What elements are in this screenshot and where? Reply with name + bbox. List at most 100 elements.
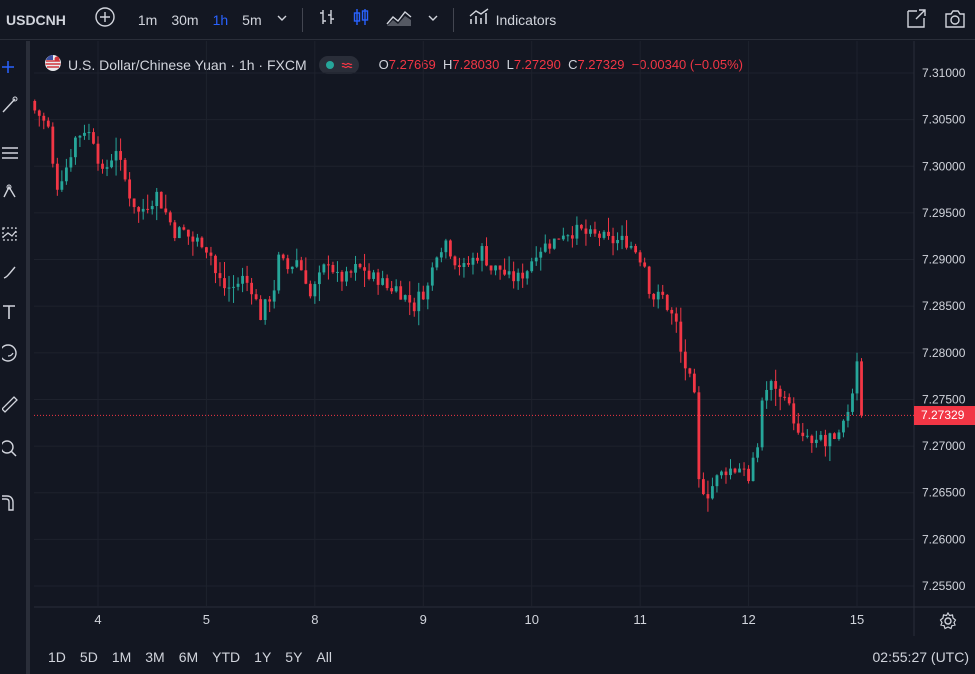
candle-body (399, 286, 403, 300)
candle-body (476, 257, 479, 261)
candle-body (299, 260, 303, 271)
range-3m[interactable]: 3M (145, 649, 165, 665)
y-tick-label: 7.30500 (922, 113, 966, 127)
candle-body (358, 264, 362, 268)
fib-retracement-icon[interactable] (2, 144, 20, 162)
candle-body (439, 252, 443, 258)
candle-body (363, 267, 366, 271)
candle-body (756, 447, 760, 458)
chevron-down-icon[interactable] (276, 11, 288, 29)
candles-icon[interactable] (351, 7, 371, 32)
y-tick-label: 7.26000 (922, 532, 966, 546)
candle-body (656, 291, 660, 300)
fullscreen-icon[interactable] (905, 8, 927, 35)
interval-1h[interactable]: 1h (212, 11, 229, 28)
prediction-icon[interactable] (2, 225, 20, 243)
trend-line-icon[interactable] (2, 96, 20, 114)
range-6m[interactable]: 6M (178, 649, 199, 665)
candle-body (512, 271, 516, 282)
range-1d[interactable]: 1D (48, 649, 66, 665)
candle-body (336, 271, 339, 273)
candle-body (507, 271, 511, 275)
chevron-down-icon[interactable] (427, 11, 439, 29)
candle-body (566, 235, 570, 237)
range-1y[interactable]: 1Y (254, 649, 272, 665)
area-chart-icon[interactable] (385, 7, 413, 32)
pattern-icon[interactable] (2, 183, 20, 201)
emoji-icon[interactable] (2, 344, 20, 362)
interval-1m[interactable]: 1m (137, 11, 158, 28)
candle-body (200, 237, 204, 248)
candle-body (498, 265, 502, 270)
candles (33, 99, 863, 512)
candle-body (747, 468, 750, 482)
zoom-icon[interactable] (2, 439, 20, 457)
indicators-icon[interactable] (468, 7, 490, 32)
price-axis[interactable]: 7.31000 7.30500 7.30000 7.29500 7.29000 7.285… (922, 66, 966, 593)
y-tick-label: 7.30000 (922, 159, 966, 173)
candle-body (783, 396, 787, 398)
interval-30m[interactable]: 30m (171, 11, 199, 28)
range-1m[interactable]: 1M (111, 649, 132, 665)
market-status-badge[interactable] (318, 55, 359, 74)
candle-body (191, 236, 195, 242)
candle-body (860, 361, 863, 416)
candle-body (552, 238, 556, 249)
compare-add-icon[interactable] (94, 6, 116, 33)
candle-body (516, 272, 520, 282)
candle-body (155, 191, 159, 207)
y-tick-label: 7.27000 (922, 439, 966, 453)
candle-body (697, 392, 701, 480)
text-icon[interactable] (2, 303, 20, 321)
x-tick-label: 5 (203, 612, 210, 627)
candle-body (814, 439, 818, 444)
candle-body (259, 299, 263, 320)
utc-clock[interactable]: 02:55:27 (UTC) (872, 649, 969, 665)
range-all[interactable]: All (316, 649, 332, 665)
range-5y[interactable]: 5Y (285, 649, 303, 665)
chart-title[interactable]: U.S. Dollar/Chinese Yuan · 1h · FXCM (68, 56, 307, 73)
indicators-button[interactable]: Indicators (495, 11, 557, 28)
candle-body (647, 266, 651, 294)
symbol-button[interactable]: USDCNH (6, 11, 66, 28)
y-tick-label: 7.26500 (922, 486, 966, 500)
price-chart[interactable]: 7.31000 7.30500 7.30000 7.29500 7.29000 7.285… (0, 41, 975, 641)
candle-body (765, 389, 769, 401)
camera-icon[interactable] (943, 8, 967, 35)
range-ytd[interactable]: YTD (212, 649, 241, 665)
interval-5m[interactable]: 5m (242, 11, 262, 28)
candle-body (534, 257, 538, 262)
crosshair-icon[interactable] (2, 58, 20, 76)
candle-body (584, 228, 588, 234)
candle-body (376, 272, 380, 285)
candle-body (742, 468, 746, 470)
candle-body (272, 290, 276, 302)
low-value: 7.27290 (513, 57, 561, 72)
candle-body (643, 262, 647, 267)
chart-settings-icon[interactable] (939, 612, 957, 630)
candle-body (787, 397, 791, 404)
candle-body (322, 264, 326, 273)
range-5d[interactable]: 5D (79, 649, 98, 665)
candle-body (150, 206, 154, 210)
candle-body (345, 271, 348, 282)
candle-body (236, 283, 240, 287)
bar-chart-icon[interactable] (317, 7, 337, 32)
candle-body (851, 393, 854, 412)
range-bar: 1D 5D 1M 3M 6M YTD 1Y 5Y All 02:55:27 (U… (34, 640, 975, 674)
drawing-toolbar (0, 41, 30, 674)
ruler-icon[interactable] (2, 395, 20, 413)
candle-body (42, 115, 46, 121)
candle-body (525, 271, 529, 279)
candle-body (833, 433, 836, 440)
candle-body (168, 212, 172, 223)
candle-body (819, 434, 823, 440)
candle-body (390, 288, 394, 292)
magnet-icon[interactable] (2, 493, 20, 511)
candle-body (471, 257, 475, 265)
time-axis[interactable]: 4 5 8 9 10 11 12 15 (94, 612, 864, 627)
brush-icon[interactable] (2, 263, 20, 281)
candle-body (123, 159, 127, 180)
toolbar-divider (452, 7, 454, 32)
candle-body (620, 235, 624, 240)
